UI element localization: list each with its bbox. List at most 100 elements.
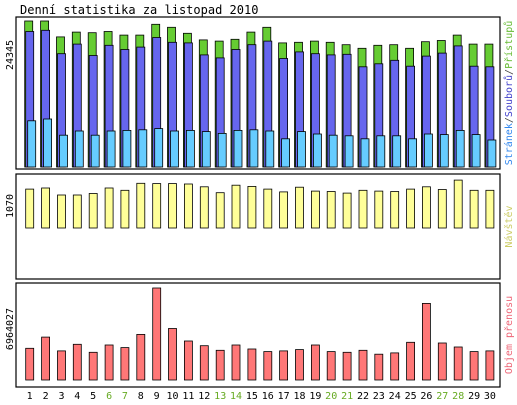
bar-strnek-22 (360, 138, 370, 168)
x-tick-label-24: 24 (389, 391, 401, 402)
bar-kbytes-15 (247, 348, 257, 381)
bar-kbytes-8 (136, 333, 146, 381)
bar-kbytes-21 (342, 351, 352, 381)
bar-strnek-27 (439, 134, 449, 168)
bar-visits-16 (263, 188, 273, 229)
legend-entry: Souborů (503, 75, 515, 117)
bar-kbytes-30 (485, 350, 495, 381)
bar-strnek-7 (122, 129, 132, 168)
bar-kbytes-18 (295, 349, 304, 381)
x-tick-label-4: 4 (74, 391, 80, 402)
x-tick-label-16: 16 (262, 391, 274, 402)
x-tick-label-6: 6 (106, 391, 112, 402)
x-tick-label-18: 18 (293, 391, 305, 402)
bar-kbytes-16 (263, 351, 273, 381)
bar-visits-26 (421, 186, 431, 229)
y-max-label: 1070 (5, 194, 16, 218)
bar-strnek-9 (154, 128, 164, 168)
bar-visits-30 (485, 189, 495, 229)
bar-visits-29 (469, 189, 479, 229)
x-tick-label-20: 20 (325, 391, 337, 402)
bar-strnek-24 (392, 135, 402, 168)
x-tick-label-27: 27 (436, 391, 448, 402)
x-tick-label-1: 1 (27, 391, 33, 402)
x-tick-label-2: 2 (43, 391, 49, 402)
bar-visits-18 (295, 186, 304, 229)
series-legend: Objem přenosu (503, 296, 515, 374)
x-tick-label-3: 3 (58, 391, 64, 402)
bar-strnek-18 (297, 131, 306, 168)
x-tick-label-30: 30 (484, 391, 496, 402)
bar-strnek-13 (217, 132, 227, 168)
x-tick-label-5: 5 (90, 391, 96, 402)
legend-entry: Návštěv (503, 205, 515, 247)
bar-strnek-26 (423, 133, 433, 168)
bar-kbytes-20 (326, 351, 336, 381)
hits-panel: 24345 Stránek/Souborů/Přístupů (5, 16, 515, 170)
visits-panel: 1070 Návštěv (5, 173, 515, 280)
bar-kbytes-27 (437, 342, 447, 381)
x-tick-label-21: 21 (341, 391, 353, 402)
bar-strnek-21 (344, 135, 354, 168)
bar-strnek-6 (106, 130, 116, 168)
bar-kbytes-23 (374, 353, 384, 381)
x-tick-label-22: 22 (357, 391, 369, 402)
bar-visits-1 (25, 188, 35, 229)
bar-kbytes-17 (279, 350, 289, 381)
panel-frame (15, 282, 501, 388)
bar-strnek-10 (170, 130, 179, 168)
bar-strnek-8 (138, 129, 148, 168)
series-legend: Návštěv (503, 205, 515, 247)
y-max-label: 6964027 (5, 308, 16, 350)
kbytes-panel: 6964027 Objem přenosu (5, 282, 515, 388)
bar-strnek-5 (90, 134, 100, 168)
series-legend: Stránek/Souborů/Přístupů (503, 21, 515, 166)
bar-kbytes-13 (215, 349, 225, 381)
legend-entry: Stránek (503, 123, 515, 165)
bar-strnek-19 (312, 133, 322, 168)
x-tick-label-10: 10 (166, 391, 178, 402)
bar-visits-2 (41, 187, 50, 229)
bar-kbytes-26 (421, 302, 431, 381)
bar-visits-17 (279, 191, 289, 229)
bar-visits-9 (152, 183, 162, 229)
x-tick-label-26: 26 (420, 391, 432, 402)
panels-layer: 24345 Stránek/Souborů/Přístupů 1070 Návštěv… (5, 16, 515, 388)
bar-strnek-11 (185, 129, 195, 168)
bar-strnek-2 (43, 118, 52, 168)
bar-strnek-14 (233, 129, 243, 168)
bar-visits-19 (310, 190, 320, 229)
bar-strnek-28 (455, 129, 465, 168)
bar-visits-7 (120, 189, 130, 229)
bar-visits-28 (453, 179, 463, 229)
x-axis-labels: 1 2 3 4 5 6 7 8 9 10 11 12 13 14 15 16 17 18 19 20 21 22 23 24 2… (27, 391, 496, 402)
y-max-label: 24345 (5, 40, 16, 70)
bar-visits-11 (183, 183, 193, 229)
bar-kbytes-24 (390, 352, 400, 381)
bar-visits-12 (199, 186, 209, 229)
legend-entry: / (504, 117, 515, 123)
bar-strnek-16 (265, 130, 275, 168)
bar-visits-8 (136, 182, 146, 229)
bar-visits-6 (104, 187, 114, 229)
bar-visits-23 (374, 190, 384, 229)
bar-kbytes-14 (231, 344, 241, 381)
x-tick-label-25: 25 (405, 391, 417, 402)
x-tick-label-17: 17 (278, 391, 290, 402)
bar-kbytes-9 (152, 287, 162, 381)
bar-kbytes-12 (199, 345, 209, 381)
bar-kbytes-10 (168, 328, 177, 381)
bar-kbytes-19 (310, 344, 320, 381)
bar-visits-20 (326, 191, 336, 229)
x-tick-label-29: 29 (468, 391, 480, 402)
x-tick-label-19: 19 (309, 391, 321, 402)
x-tick-label-7: 7 (122, 391, 128, 402)
bar-kbytes-2 (41, 336, 50, 381)
bar-visits-25 (406, 188, 416, 229)
panel-frame (15, 16, 501, 170)
bar-visits-3 (57, 194, 66, 229)
bar-kbytes-3 (57, 350, 66, 381)
bar-kbytes-29 (469, 351, 479, 381)
x-tick-label-23: 23 (373, 391, 385, 402)
